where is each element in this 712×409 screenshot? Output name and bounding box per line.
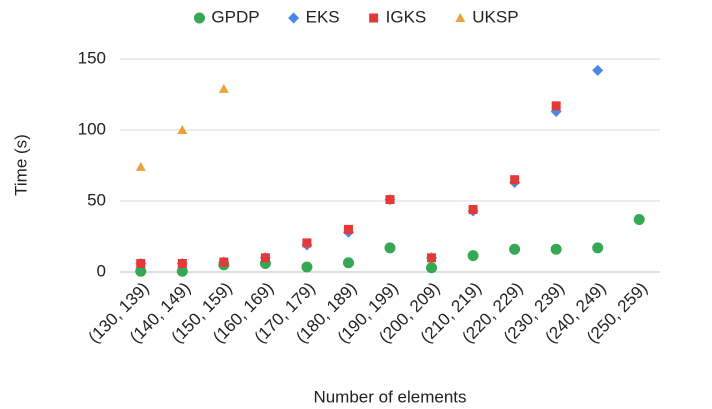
marker-circle bbox=[550, 243, 562, 255]
marker-circle bbox=[342, 257, 354, 269]
marker-diamond bbox=[592, 64, 604, 76]
legend-label: GPDP bbox=[211, 7, 259, 26]
legend-label: IGKS bbox=[386, 7, 427, 26]
legend-label: EKS bbox=[306, 7, 340, 26]
legend-marker bbox=[369, 13, 379, 23]
marker-square bbox=[177, 258, 187, 268]
marker-triangle bbox=[218, 83, 229, 93]
legend-label: UKSP bbox=[472, 7, 518, 26]
marker-triangle bbox=[135, 161, 146, 171]
marker-circle bbox=[509, 243, 521, 255]
marker-circle bbox=[633, 213, 645, 225]
y-tick-label: 50 bbox=[87, 190, 106, 209]
marker-circle bbox=[176, 265, 188, 277]
marker-square bbox=[427, 253, 437, 263]
marker-square bbox=[468, 205, 478, 215]
legend-marker bbox=[288, 12, 300, 24]
marker-square bbox=[302, 238, 312, 248]
marker-square bbox=[219, 257, 229, 267]
marker-circle bbox=[301, 261, 313, 273]
marker-square bbox=[343, 224, 353, 234]
y-axis-title: Time (s) bbox=[11, 134, 30, 196]
x-axis-title: Number of elements bbox=[313, 387, 466, 406]
y-tick-label: 100 bbox=[78, 119, 106, 138]
y-tick-label: 150 bbox=[78, 48, 106, 67]
marker-square bbox=[551, 101, 561, 111]
marker-square bbox=[136, 258, 146, 268]
marker-square bbox=[260, 253, 270, 263]
marker-circle bbox=[592, 242, 604, 254]
marker-circle bbox=[426, 262, 438, 274]
marker-circle bbox=[135, 265, 147, 277]
marker-circle bbox=[384, 242, 396, 254]
marker-circle bbox=[467, 250, 479, 262]
marker-square bbox=[510, 175, 520, 185]
marker-triangle bbox=[177, 125, 188, 134]
legend-marker bbox=[455, 13, 466, 22]
marker-square bbox=[385, 195, 395, 205]
y-tick-label: 0 bbox=[97, 261, 106, 280]
legend-marker bbox=[193, 12, 205, 24]
